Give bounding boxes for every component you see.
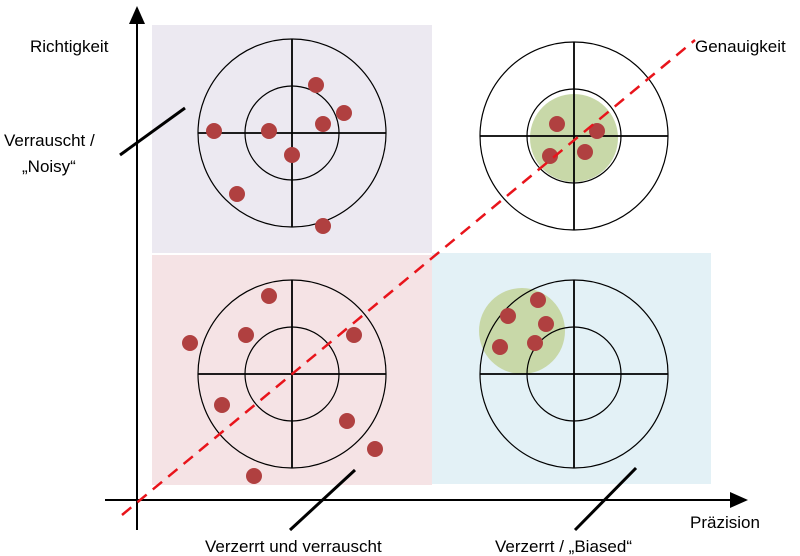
- hit-dot: [336, 105, 352, 121]
- hit-dot: [542, 148, 558, 164]
- hit-dot: [261, 288, 277, 304]
- noisy-label-line2: „Noisy“: [22, 157, 76, 176]
- y-axis-label: Richtigkeit: [30, 37, 109, 56]
- quadrant-biased: [432, 253, 711, 484]
- hit-dot: [577, 144, 593, 160]
- hit-dot: [246, 468, 262, 484]
- hit-dot: [527, 335, 543, 351]
- hit-dot: [206, 123, 222, 139]
- noisy-biased-label: Verzerrt und verrauscht: [205, 537, 382, 556]
- hit-dot: [308, 77, 324, 93]
- pointer-noisy-biased: [288, 468, 357, 532]
- pointer-biased: [573, 466, 638, 532]
- accuracy-diagonal: [121, 39, 696, 516]
- hit-dot: [284, 147, 300, 163]
- pointer-noisy: [119, 106, 186, 157]
- hit-dot: [229, 186, 245, 202]
- hit-dot: [315, 218, 331, 234]
- x-axis-label: Präzision: [690, 513, 760, 532]
- diagonal-label: Genauigkeit: [695, 37, 786, 56]
- hit-dot: [538, 316, 554, 332]
- hit-dot: [367, 441, 383, 457]
- hit-dot: [549, 116, 565, 132]
- hit-dot: [589, 123, 605, 139]
- hit-dot: [500, 308, 516, 324]
- noisy-label-line1: Verrauscht /: [4, 131, 95, 150]
- hit-dot: [315, 116, 331, 132]
- hit-dot: [530, 292, 546, 308]
- hit-dot: [214, 397, 230, 413]
- hit-dot: [346, 327, 362, 343]
- hit-dot: [238, 327, 254, 343]
- hit-dot: [261, 123, 277, 139]
- hit-dot: [492, 339, 508, 355]
- hit-dot: [339, 413, 355, 429]
- biased-label: Verzerrt / „Biased“: [495, 537, 632, 556]
- cluster-biased: [479, 288, 565, 374]
- hit-dot: [182, 335, 198, 351]
